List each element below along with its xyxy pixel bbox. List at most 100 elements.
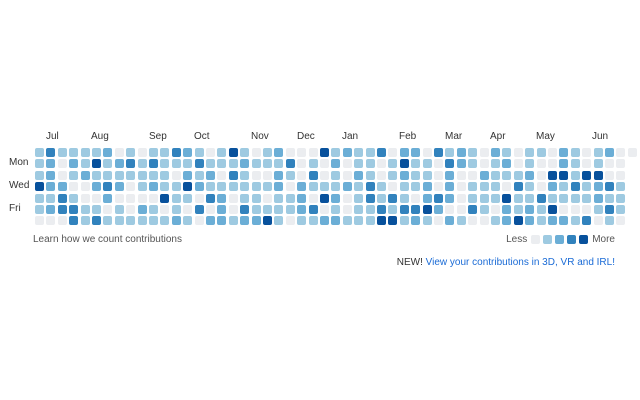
contribution-cell[interactable] [616, 159, 626, 169]
contribution-cell[interactable] [274, 170, 284, 180]
contribution-cell[interactable] [35, 159, 44, 169]
contribution-cell[interactable] [137, 193, 147, 203]
contribution-cell[interactable] [149, 159, 158, 169]
contribution-cell[interactable] [502, 193, 512, 203]
contribution-cell[interactable] [491, 159, 500, 169]
contribution-cell[interactable] [57, 148, 67, 157]
contribution-cell[interactable] [114, 148, 124, 157]
contribution-cell[interactable] [377, 205, 386, 214]
contribution-cell[interactable] [320, 170, 329, 180]
contribution-cell[interactable] [616, 193, 626, 203]
contribution-cell[interactable] [297, 193, 307, 203]
contribution-cell[interactable] [582, 216, 592, 226]
contribution-cell[interactable] [411, 205, 421, 214]
contribution-cell[interactable] [160, 182, 170, 192]
contribution-cell[interactable] [593, 182, 603, 192]
contribution-cell[interactable] [491, 182, 500, 192]
contribution-cell[interactable] [92, 205, 101, 214]
contribution-cell[interactable] [285, 205, 295, 214]
contribution-cell[interactable] [377, 159, 386, 169]
contribution-cell[interactable] [194, 216, 204, 226]
contribution-cell[interactable] [605, 182, 614, 192]
contribution-cell[interactable] [92, 193, 101, 203]
contribution-cell[interactable] [171, 193, 181, 203]
contribution-cell[interactable] [171, 148, 181, 157]
contribution-cell[interactable] [354, 205, 364, 214]
contribution-cell[interactable] [308, 182, 318, 192]
contribution-cell[interactable] [502, 216, 512, 226]
contribution-cell[interactable] [548, 193, 557, 203]
contribution-cell[interactable] [570, 216, 580, 226]
contribution-cell[interactable] [194, 205, 204, 214]
contribution-cell[interactable] [422, 205, 432, 214]
contribution-cell[interactable] [536, 159, 546, 169]
contribution-cell[interactable] [69, 170, 79, 180]
contribution-cell[interactable] [365, 148, 375, 157]
contribution-cell[interactable] [422, 216, 432, 226]
contribution-cell[interactable] [365, 159, 375, 169]
contribution-cell[interactable] [434, 170, 443, 180]
contribution-cell[interactable] [274, 216, 284, 226]
contribution-cell[interactable] [194, 182, 204, 192]
contribution-cell[interactable] [274, 159, 284, 169]
contribution-cell[interactable] [263, 205, 272, 214]
contribution-cell[interactable] [137, 170, 147, 180]
contribution-cell[interactable] [342, 193, 352, 203]
contribution-cell[interactable] [297, 205, 307, 214]
contribution-cell[interactable] [445, 205, 455, 214]
contribution-cell[interactable] [377, 148, 386, 157]
contribution-cell[interactable] [365, 170, 375, 180]
contribution-cell[interactable] [183, 148, 193, 157]
contribution-cell[interactable] [456, 182, 466, 192]
contribution-cell[interactable] [536, 170, 546, 180]
contribution-cell[interactable] [468, 148, 478, 157]
contribution-cell[interactable] [103, 182, 113, 192]
contribution-cell[interactable] [525, 193, 535, 203]
contribution-cell[interactable] [149, 148, 158, 157]
contribution-cell[interactable] [536, 193, 546, 203]
contribution-cell[interactable] [354, 159, 364, 169]
contribution-cell[interactable] [559, 205, 569, 214]
contribution-cell[interactable] [46, 170, 56, 180]
contribution-cell[interactable] [320, 148, 329, 157]
contribution-cell[interactable] [35, 182, 44, 192]
contribution-cell[interactable] [92, 159, 101, 169]
contribution-cell[interactable] [308, 148, 318, 157]
contribution-cell[interactable] [228, 205, 238, 214]
contribution-cell[interactable] [445, 216, 455, 226]
contribution-cell[interactable] [342, 148, 352, 157]
contribution-cell[interactable] [468, 182, 478, 192]
contribution-cell[interactable] [285, 216, 295, 226]
contribution-cell[interactable] [342, 216, 352, 226]
contribution-cell[interactable] [80, 170, 90, 180]
contribution-cell[interactable] [297, 216, 307, 226]
contribution-cell[interactable] [126, 159, 136, 169]
contribution-cell[interactable] [502, 170, 512, 180]
contribution-cell[interactable] [137, 216, 147, 226]
contribution-cell[interactable] [331, 205, 341, 214]
contribution-cell[interactable] [183, 182, 193, 192]
contribution-cell[interactable] [445, 148, 455, 157]
contribution-cell[interactable] [445, 182, 455, 192]
contribution-cell[interactable] [331, 148, 341, 157]
contribution-cell[interactable] [228, 193, 238, 203]
contribution-cell[interactable] [365, 193, 375, 203]
contribution-cell[interactable] [308, 170, 318, 180]
contribution-cell[interactable] [137, 205, 147, 214]
contribution-cell[interactable] [206, 148, 215, 157]
contribution-cell[interactable] [377, 182, 386, 192]
contribution-cell[interactable] [149, 205, 158, 214]
contribution-cell[interactable] [513, 216, 523, 226]
contribution-cell[interactable] [114, 193, 124, 203]
contribution-cell[interactable] [240, 205, 250, 214]
contribution-cell[interactable] [206, 205, 215, 214]
contribution-cell[interactable] [171, 170, 181, 180]
contribution-cell[interactable] [456, 205, 466, 214]
contribution-cell[interactable] [377, 193, 386, 203]
contribution-cell[interactable] [342, 182, 352, 192]
contribution-cell[interactable] [69, 216, 79, 226]
contribution-cell[interactable] [559, 216, 569, 226]
contribution-cell[interactable] [468, 216, 478, 226]
contribution-cell[interactable] [456, 170, 466, 180]
contribution-cell[interactable] [468, 205, 478, 214]
